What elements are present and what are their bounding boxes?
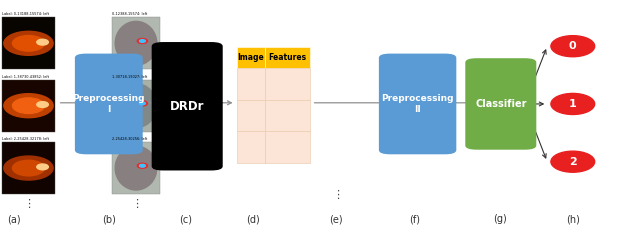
Ellipse shape bbox=[140, 164, 145, 167]
Text: 2-25428-30256: left: 2-25428-30256: left bbox=[112, 137, 147, 141]
Ellipse shape bbox=[37, 39, 49, 45]
FancyBboxPatch shape bbox=[2, 80, 55, 132]
Text: ⋮: ⋮ bbox=[22, 199, 34, 210]
Ellipse shape bbox=[37, 102, 49, 107]
Ellipse shape bbox=[138, 101, 148, 106]
Text: 0-12388-15574: left: 0-12388-15574: left bbox=[112, 12, 147, 16]
Ellipse shape bbox=[37, 164, 49, 170]
Text: (f): (f) bbox=[409, 214, 420, 224]
Ellipse shape bbox=[115, 84, 157, 128]
FancyBboxPatch shape bbox=[112, 17, 160, 69]
Ellipse shape bbox=[115, 21, 157, 65]
Text: 2: 2 bbox=[569, 157, 577, 167]
Ellipse shape bbox=[551, 36, 595, 57]
Text: 1: 1 bbox=[569, 99, 577, 109]
Text: (b): (b) bbox=[102, 214, 116, 224]
Ellipse shape bbox=[13, 36, 45, 51]
Text: Label: 0-13188-15574: left: Label: 0-13188-15574: left bbox=[2, 12, 49, 16]
FancyBboxPatch shape bbox=[265, 47, 310, 68]
Ellipse shape bbox=[140, 102, 145, 105]
Text: ⋮: ⋮ bbox=[131, 199, 142, 210]
FancyBboxPatch shape bbox=[112, 142, 160, 194]
FancyBboxPatch shape bbox=[379, 54, 456, 154]
Ellipse shape bbox=[551, 93, 595, 115]
Text: (e): (e) bbox=[329, 214, 343, 224]
Ellipse shape bbox=[13, 98, 45, 113]
FancyBboxPatch shape bbox=[75, 54, 143, 154]
Text: Label: 2-25428-32178: left: Label: 2-25428-32178: left bbox=[2, 137, 49, 141]
FancyBboxPatch shape bbox=[2, 142, 55, 194]
Text: Label: 1-38730-43852: left: Label: 1-38730-43852: left bbox=[2, 75, 49, 79]
Ellipse shape bbox=[4, 94, 53, 118]
FancyBboxPatch shape bbox=[265, 68, 310, 100]
Ellipse shape bbox=[138, 38, 148, 43]
Text: (g): (g) bbox=[493, 214, 508, 224]
Text: DRDr: DRDr bbox=[170, 100, 204, 113]
Ellipse shape bbox=[13, 160, 45, 176]
FancyBboxPatch shape bbox=[152, 42, 223, 170]
Text: Features: Features bbox=[269, 53, 307, 62]
Ellipse shape bbox=[551, 151, 595, 172]
Text: 0: 0 bbox=[569, 41, 577, 51]
Text: (c): (c) bbox=[179, 214, 192, 224]
FancyBboxPatch shape bbox=[465, 58, 536, 150]
Text: (d): (d) bbox=[246, 214, 260, 224]
Text: 1-30718-19027: left: 1-30718-19027: left bbox=[112, 75, 147, 79]
FancyBboxPatch shape bbox=[265, 131, 310, 163]
FancyBboxPatch shape bbox=[112, 80, 160, 132]
Ellipse shape bbox=[115, 146, 157, 190]
Text: ⋮: ⋮ bbox=[332, 190, 344, 200]
FancyBboxPatch shape bbox=[237, 68, 265, 100]
FancyBboxPatch shape bbox=[265, 100, 310, 131]
Text: (a): (a) bbox=[7, 214, 21, 224]
FancyBboxPatch shape bbox=[2, 17, 55, 69]
Ellipse shape bbox=[4, 156, 53, 180]
Text: Image: Image bbox=[237, 53, 264, 62]
Text: Preprocessing
I: Preprocessing I bbox=[72, 94, 145, 114]
Ellipse shape bbox=[4, 31, 53, 55]
Text: Classifier: Classifier bbox=[475, 99, 527, 109]
FancyBboxPatch shape bbox=[237, 131, 265, 163]
Text: Preprocessing
II: Preprocessing II bbox=[381, 94, 454, 114]
FancyBboxPatch shape bbox=[237, 47, 265, 68]
Ellipse shape bbox=[140, 40, 145, 43]
Ellipse shape bbox=[138, 163, 148, 168]
Text: (h): (h) bbox=[566, 214, 580, 224]
FancyBboxPatch shape bbox=[237, 100, 265, 131]
